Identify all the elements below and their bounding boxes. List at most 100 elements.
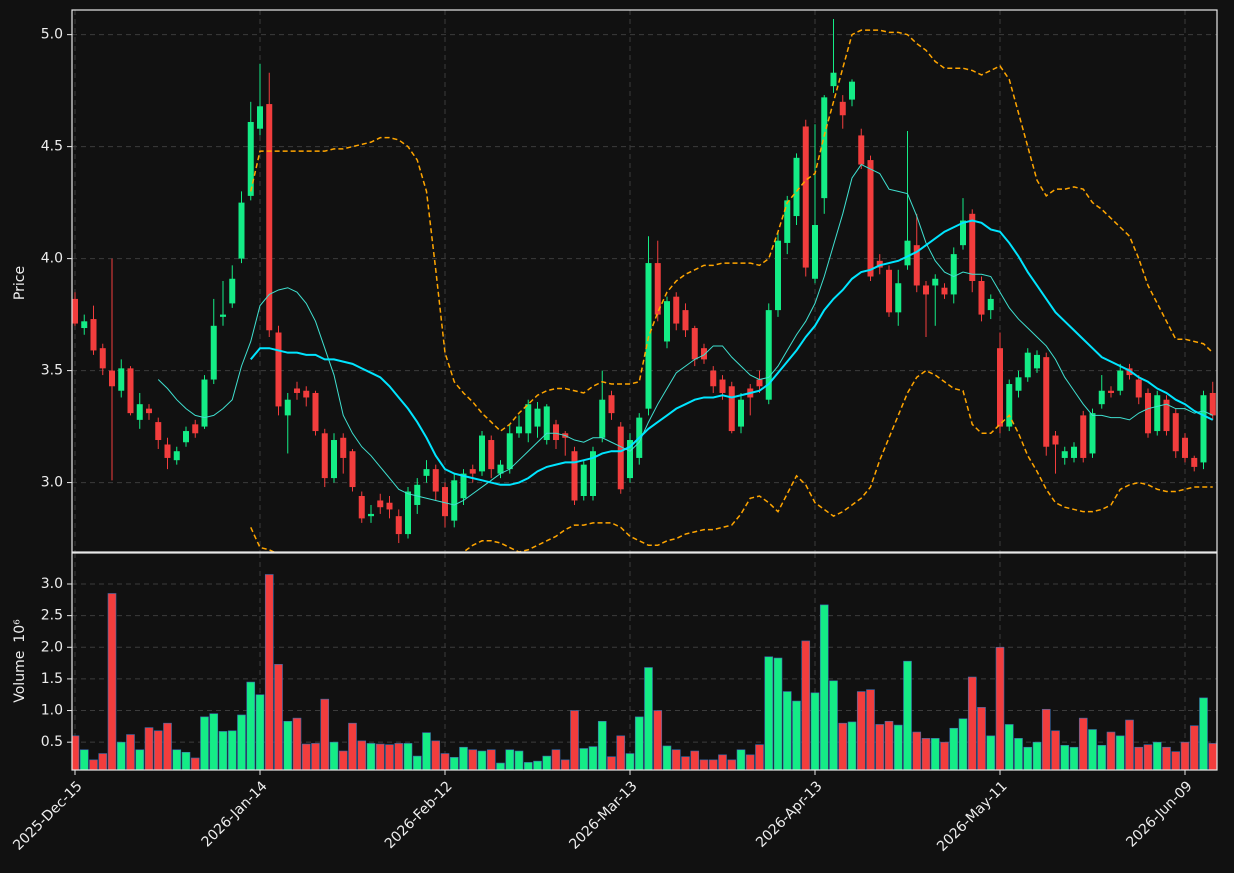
candle-body xyxy=(765,310,772,400)
y-tick-label: 2.0 xyxy=(41,639,63,655)
candle-body xyxy=(1006,384,1013,427)
y-tick-label: 1.5 xyxy=(41,671,63,687)
candle-body xyxy=(608,395,615,414)
indicator-line xyxy=(249,219,1214,486)
volume-bar xyxy=(1078,717,1088,770)
candle-body xyxy=(229,278,236,304)
candle-body xyxy=(377,500,384,508)
candle-body xyxy=(294,388,300,393)
volume-bar xyxy=(135,749,145,770)
y-tick-label: 4.0 xyxy=(41,251,63,267)
candle-body xyxy=(275,332,282,407)
candle-body xyxy=(442,487,448,517)
volume-bar xyxy=(607,756,616,770)
candle-body xyxy=(238,202,245,259)
candle-body xyxy=(858,135,865,165)
candle-body xyxy=(1154,395,1161,432)
candle-body xyxy=(645,263,652,409)
candle-body xyxy=(99,348,106,369)
candle-body xyxy=(553,424,559,441)
candle-body xyxy=(1071,446,1077,458)
candle-body xyxy=(1200,395,1207,463)
candle-body xyxy=(1052,435,1059,445)
volume-bar xyxy=(1051,730,1060,770)
candle-body xyxy=(266,104,273,331)
candle-body xyxy=(90,319,97,351)
candle-body xyxy=(895,283,902,313)
y-tick-label: 2.5 xyxy=(41,608,63,624)
candle-body xyxy=(414,484,421,505)
volume-bar xyxy=(977,707,986,770)
candle-body xyxy=(469,469,476,474)
candle-body xyxy=(997,348,1003,427)
volume-bar xyxy=(1162,746,1171,770)
y-tick-label: 4.5 xyxy=(41,139,63,155)
candle-body xyxy=(340,437,347,458)
candle-body xyxy=(516,426,522,434)
y-tick-label: 1.0 xyxy=(41,703,63,719)
volume-bar xyxy=(856,691,866,770)
candle-body xyxy=(386,502,393,510)
volume-bar xyxy=(903,660,912,770)
volume-bar xyxy=(394,743,404,770)
volume-bar xyxy=(810,692,820,770)
volume-bar xyxy=(597,720,607,770)
volume-bar xyxy=(218,731,228,770)
candle-body xyxy=(821,97,828,199)
volume-bar xyxy=(459,746,468,770)
volume-bar xyxy=(301,743,311,770)
candle-body xyxy=(173,451,180,461)
candle-body xyxy=(1209,392,1216,416)
candle-body xyxy=(1108,390,1114,393)
volume-bar xyxy=(107,593,117,770)
candle-body xyxy=(812,225,818,279)
candle-body xyxy=(118,368,125,391)
volume-bar xyxy=(699,759,709,770)
volume-bar xyxy=(764,656,774,770)
candle-body xyxy=(886,269,892,313)
volume-bar xyxy=(1097,745,1107,770)
candle-body xyxy=(423,469,430,476)
volume-bar xyxy=(1060,745,1070,770)
indicator-line xyxy=(157,163,1213,506)
volume-bar xyxy=(79,749,89,770)
volume-bar xyxy=(773,657,783,770)
candle-body xyxy=(775,240,781,311)
candle-body xyxy=(728,386,735,432)
volume-bar xyxy=(144,727,154,770)
volume-bar xyxy=(486,749,496,770)
volume-bar xyxy=(893,724,903,770)
volume-bar xyxy=(801,640,811,770)
volume-bar xyxy=(1180,741,1190,770)
candle-body xyxy=(488,440,495,470)
volume-bar xyxy=(1004,724,1014,770)
volume-bar xyxy=(875,724,885,770)
candle-body xyxy=(72,298,78,324)
volume-bar xyxy=(551,749,561,770)
volume-bar xyxy=(958,718,968,770)
candle-body xyxy=(1043,357,1050,447)
candle-body xyxy=(1163,399,1170,432)
volume-bar xyxy=(431,740,441,770)
candle-body xyxy=(303,390,310,398)
volume-bar xyxy=(570,710,579,770)
candle-body xyxy=(451,480,458,521)
candle-body xyxy=(793,157,800,217)
price-frame xyxy=(71,9,1218,553)
volume-bar xyxy=(200,716,209,770)
candle-body xyxy=(1117,370,1124,391)
candle-body xyxy=(127,368,134,414)
candle-body xyxy=(849,81,855,100)
volume-bar xyxy=(172,749,182,770)
volume-bar xyxy=(496,762,505,770)
candle-body xyxy=(183,431,189,443)
y-tick-label: 5.0 xyxy=(41,27,63,43)
volume-bar xyxy=(292,717,302,770)
candle-body xyxy=(941,287,948,295)
volume-bar xyxy=(782,691,792,770)
candle-body xyxy=(109,370,115,387)
candle-body xyxy=(987,298,994,311)
candle-body xyxy=(1172,413,1179,452)
candle-body xyxy=(1135,379,1142,398)
